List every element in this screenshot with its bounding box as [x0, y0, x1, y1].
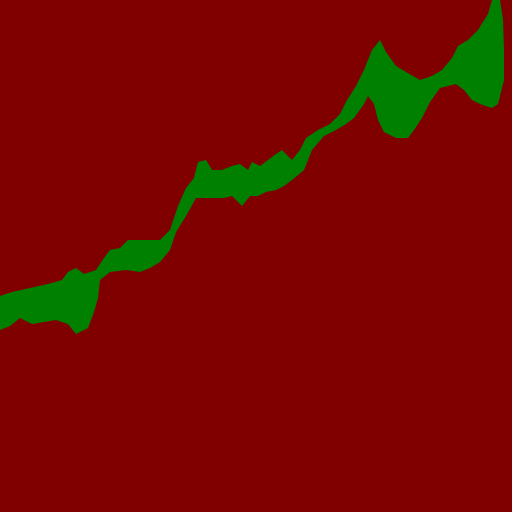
green-band-region [0, 0, 504, 334]
